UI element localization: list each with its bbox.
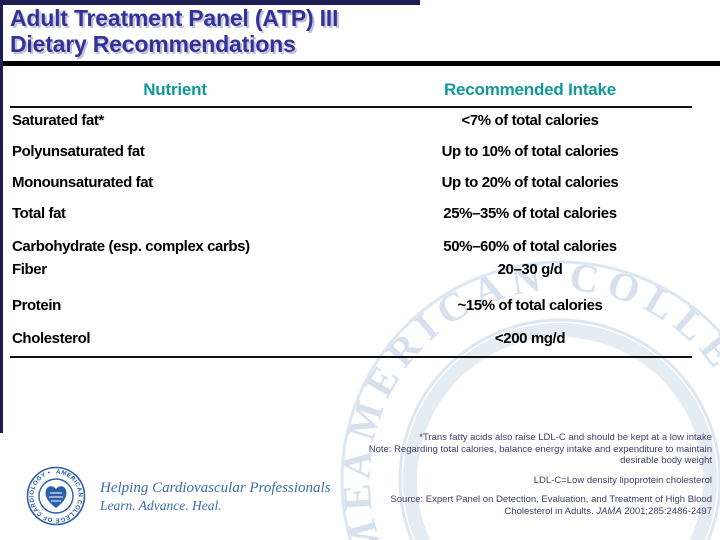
table-row: Protein ~15% of total calories (0, 297, 720, 319)
intake-cell: 50%–60% of total calories (443, 238, 617, 255)
slide-title-line2: Dietary Recommendations (10, 31, 296, 57)
title-underline-rule (0, 61, 720, 66)
intake-cell: 20–30 g/d (497, 261, 563, 278)
table-row: Total fat 25%–35% of total calories (0, 205, 720, 227)
intake-cell: Up to 20% of total calories (441, 174, 619, 191)
table-row: Fiber 20–30 g/d (0, 261, 720, 283)
intake-cell: <7% of total calories (461, 112, 599, 129)
footnote-calorie-note: Note: Regarding total calories, balance … (368, 443, 712, 467)
tagline-line1: Helping Cardiovascular Professionals (100, 479, 331, 496)
nutrient-cell: Cholesterol (12, 330, 91, 347)
intake-cell: ~15% of total calories (457, 297, 603, 314)
acc-logo-seal-icon: AMERICAN COLLEGE OF CARDIOLOGY • (26, 466, 86, 526)
nutrient-cell: Carbohydrate (esp. complex carbs) (12, 238, 250, 255)
footnote-ldl-definition: LDL-C=Low density lipoprotein cholestero… (533, 474, 712, 486)
acc-tagline: Helping Cardiovascular Professionals Lea… (100, 479, 331, 514)
intake-cell: <200 mg/d (494, 330, 566, 347)
footnotes-block: *Trans fatty acids also raise LDL-C and … (364, 432, 712, 525)
left-border-bar (0, 0, 3, 433)
nutrient-cell: Total fat (12, 205, 66, 222)
acc-logo-block: AMERICAN COLLEGE OF CARDIOLOGY • Helping… (26, 466, 331, 526)
table-bottom-rule (10, 356, 692, 358)
source-journal-name: JAMA (596, 505, 622, 517)
column-header-nutrient: Nutrient (143, 80, 207, 99)
table-row: Polyunsaturated fat Up to 10% of total c… (0, 143, 720, 165)
tagline-line2: Learn. Advance. Heal. (100, 497, 222, 513)
intake-cell: Up to 10% of total calories (441, 143, 619, 160)
intake-cell: 25%–35% of total calories (443, 205, 617, 222)
source-citation: 2001;285:2486-2497 (621, 505, 712, 517)
table-row: Cholesterol <200 mg/d (0, 330, 720, 352)
table-row: Saturated fat* <7% of total calories (0, 112, 720, 134)
slide-title: Adult Treatment Panel (ATP) III Dietary R… (10, 5, 338, 57)
table-header-rule (10, 106, 692, 108)
top-border-bar (0, 0, 420, 5)
nutrient-cell: Fiber (12, 261, 47, 278)
table-row: Carbohydrate (esp. complex carbs) 50%–60… (0, 238, 720, 260)
column-header-intake: Recommended Intake (443, 80, 617, 99)
table-row: Monounsaturated fat Up to 20% of total c… (0, 174, 720, 196)
nutrient-cell: Polyunsaturated fat (12, 143, 145, 160)
footnote-source: Source: Expert Panel on Detection, Evalu… (364, 494, 712, 517)
nutrient-cell: Saturated fat* (12, 112, 104, 129)
slide-title-line1: Adult Treatment Panel (ATP) III (10, 5, 339, 31)
footnote-trans-note: *Trans fatty acids also raise LDL-C and … (364, 432, 712, 467)
nutrient-cell: Monounsaturated fat (12, 174, 153, 191)
footnote-trans: *Trans fatty acids also raise LDL-C and … (419, 432, 712, 443)
nutrient-cell: Protein (12, 297, 61, 314)
